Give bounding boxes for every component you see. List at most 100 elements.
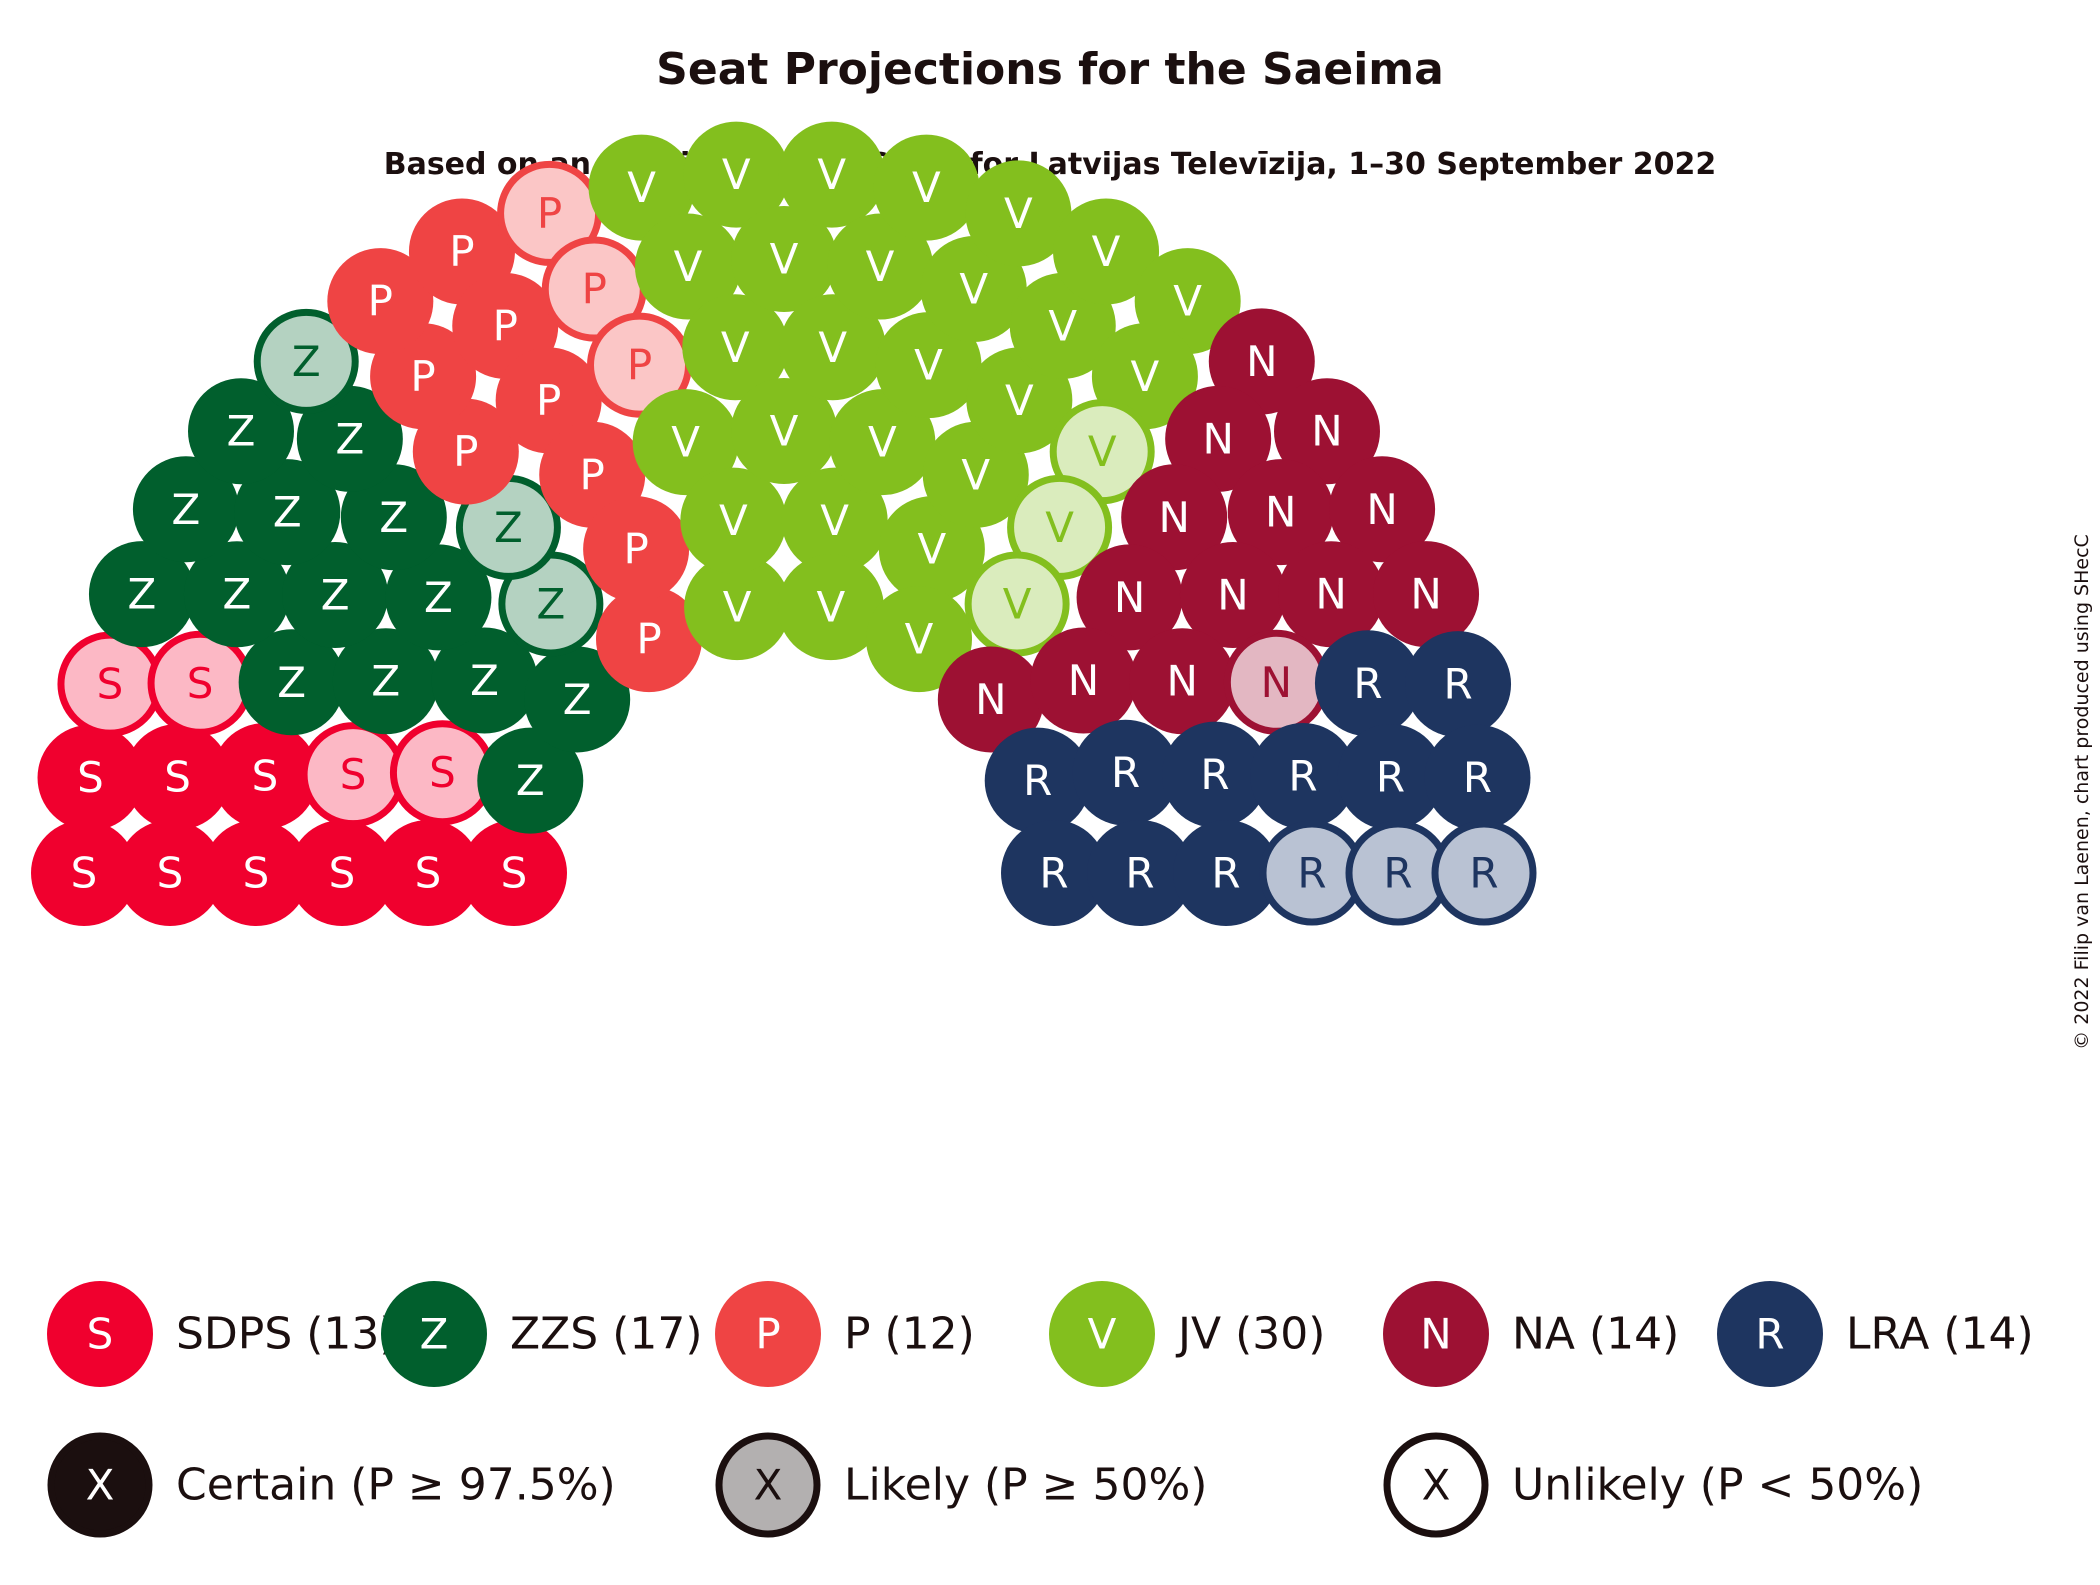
seat-lra: R [1337, 723, 1444, 830]
seat-letter: N [1261, 658, 1292, 707]
seat-marker [1424, 724, 1531, 831]
seat-zzs: Z [498, 551, 604, 657]
seat-letter: P [536, 376, 561, 425]
seat-marker [1053, 198, 1160, 305]
seat-marker [1121, 464, 1228, 571]
seat-marker [37, 724, 144, 831]
seat-jv: V [829, 389, 936, 496]
seat-marker [596, 586, 702, 693]
seat-letter: N [1315, 570, 1346, 619]
seat-letter: V [1003, 579, 1032, 628]
seat-marker [1431, 820, 1537, 926]
seat-zzs: Z [296, 385, 403, 492]
seat-marker [289, 820, 395, 926]
seat-letter: V [914, 341, 943, 390]
seat-letter: V [1004, 189, 1033, 238]
seat-marker [683, 121, 790, 228]
seat-letter: V [820, 496, 849, 545]
seat-letter: N [1158, 493, 1189, 542]
legend-item-p: P P (12) [715, 1281, 975, 1387]
seat-letter: S [71, 849, 98, 898]
seat-marker [1337, 723, 1444, 830]
seat-letter: V [721, 323, 750, 372]
seat-letter: Z [227, 407, 256, 456]
seat-na: N [1121, 464, 1228, 571]
seat-jv: V [684, 554, 791, 661]
seat-letter: P [636, 615, 661, 664]
seat-marker [1227, 459, 1334, 566]
seat-letter: V [1173, 277, 1202, 326]
seat-marker [183, 541, 290, 648]
seat-jv: V [781, 467, 888, 574]
legend-item-lra: R LRA (14) [1717, 1281, 2034, 1387]
seat-letter: Z [335, 414, 364, 463]
seat-marker [1072, 719, 1179, 826]
seat-marker [203, 820, 309, 926]
seat-marker [1076, 544, 1183, 651]
certainty-item: X Unlikely (P < 50%) [1383, 1432, 1923, 1538]
legend-swatch [381, 1281, 487, 1387]
seat-marker [937, 646, 1044, 753]
party-legend: S SDPS (13) Z ZZS (17) P P (12) V JV (30) N NA (1… [47, 1281, 2034, 1387]
seat-letter: V [1048, 301, 1077, 350]
certainty-item: X Likely (P ≥ 50%) [715, 1432, 1207, 1538]
seat-sdps: S [300, 722, 406, 828]
seat-marker [632, 389, 739, 496]
seat-lra: R [1405, 631, 1512, 738]
seat-marker [965, 160, 1072, 267]
seat-lra: R [1259, 820, 1365, 926]
seat-letter: V [1131, 352, 1160, 401]
seat-letter: Z [273, 488, 302, 537]
seat-na: N [1329, 456, 1436, 563]
seat-zzs: Z [431, 627, 538, 734]
seat-letter: R [1469, 849, 1498, 898]
seat-marker [296, 385, 403, 492]
seat-marker [1405, 631, 1512, 738]
seat-letter: Z [277, 658, 306, 707]
seat-letter: N [1311, 407, 1342, 456]
seat-letter: V [723, 583, 752, 632]
seat-marker [461, 820, 567, 926]
seat-marker [1001, 820, 1107, 926]
seat-marker [211, 722, 318, 829]
seat-letter: R [1200, 750, 1229, 799]
seat-marker [1030, 627, 1137, 734]
seat-zzs: Z [340, 464, 447, 571]
seat-letter: S [77, 753, 104, 802]
seat-letter: V [868, 418, 897, 467]
seat-letter: Z [516, 756, 545, 805]
seat-letter: R [1111, 748, 1140, 797]
seat-letter: R [1383, 849, 1412, 898]
seat-letter: V [818, 323, 847, 372]
seat-letter: Z [536, 579, 565, 628]
seat-na: N [1373, 541, 1480, 648]
seat-letter: Z [172, 485, 201, 534]
seat-marker [1314, 630, 1421, 737]
seat-lra: R [1173, 820, 1279, 926]
seat-zzs: Z [183, 541, 290, 648]
seat-letter: Z [223, 570, 252, 619]
seat-marker [1161, 721, 1268, 828]
seat-zzs: Z [188, 378, 295, 485]
seat-letter: V [1005, 376, 1034, 425]
seat-letter: S [329, 849, 356, 898]
seat-letter: V [866, 242, 895, 291]
seat-letter: N [1114, 573, 1145, 622]
seat-letter: P [627, 341, 652, 390]
seat-letter: P [537, 189, 562, 238]
certainty-swatch [1383, 1432, 1489, 1538]
seat-letter: S [252, 751, 279, 800]
seat-marker [1179, 542, 1286, 649]
seat-letter: V [719, 496, 748, 545]
seat-letter: R [1463, 753, 1492, 802]
copyright-note: © 2022 Filip van Laenen, chart produced … [2071, 534, 2093, 1050]
seat-zzs: Z [282, 542, 389, 649]
seat-marker [1087, 820, 1193, 926]
certainty-swatch-letter: X [754, 1461, 783, 1510]
seat-letter: R [1353, 659, 1382, 708]
seat-jv: V [634, 213, 741, 320]
seat-letter: V [722, 150, 751, 199]
seat-sdps: S [389, 720, 495, 826]
legend-swatch-letter: N [1420, 1310, 1451, 1359]
